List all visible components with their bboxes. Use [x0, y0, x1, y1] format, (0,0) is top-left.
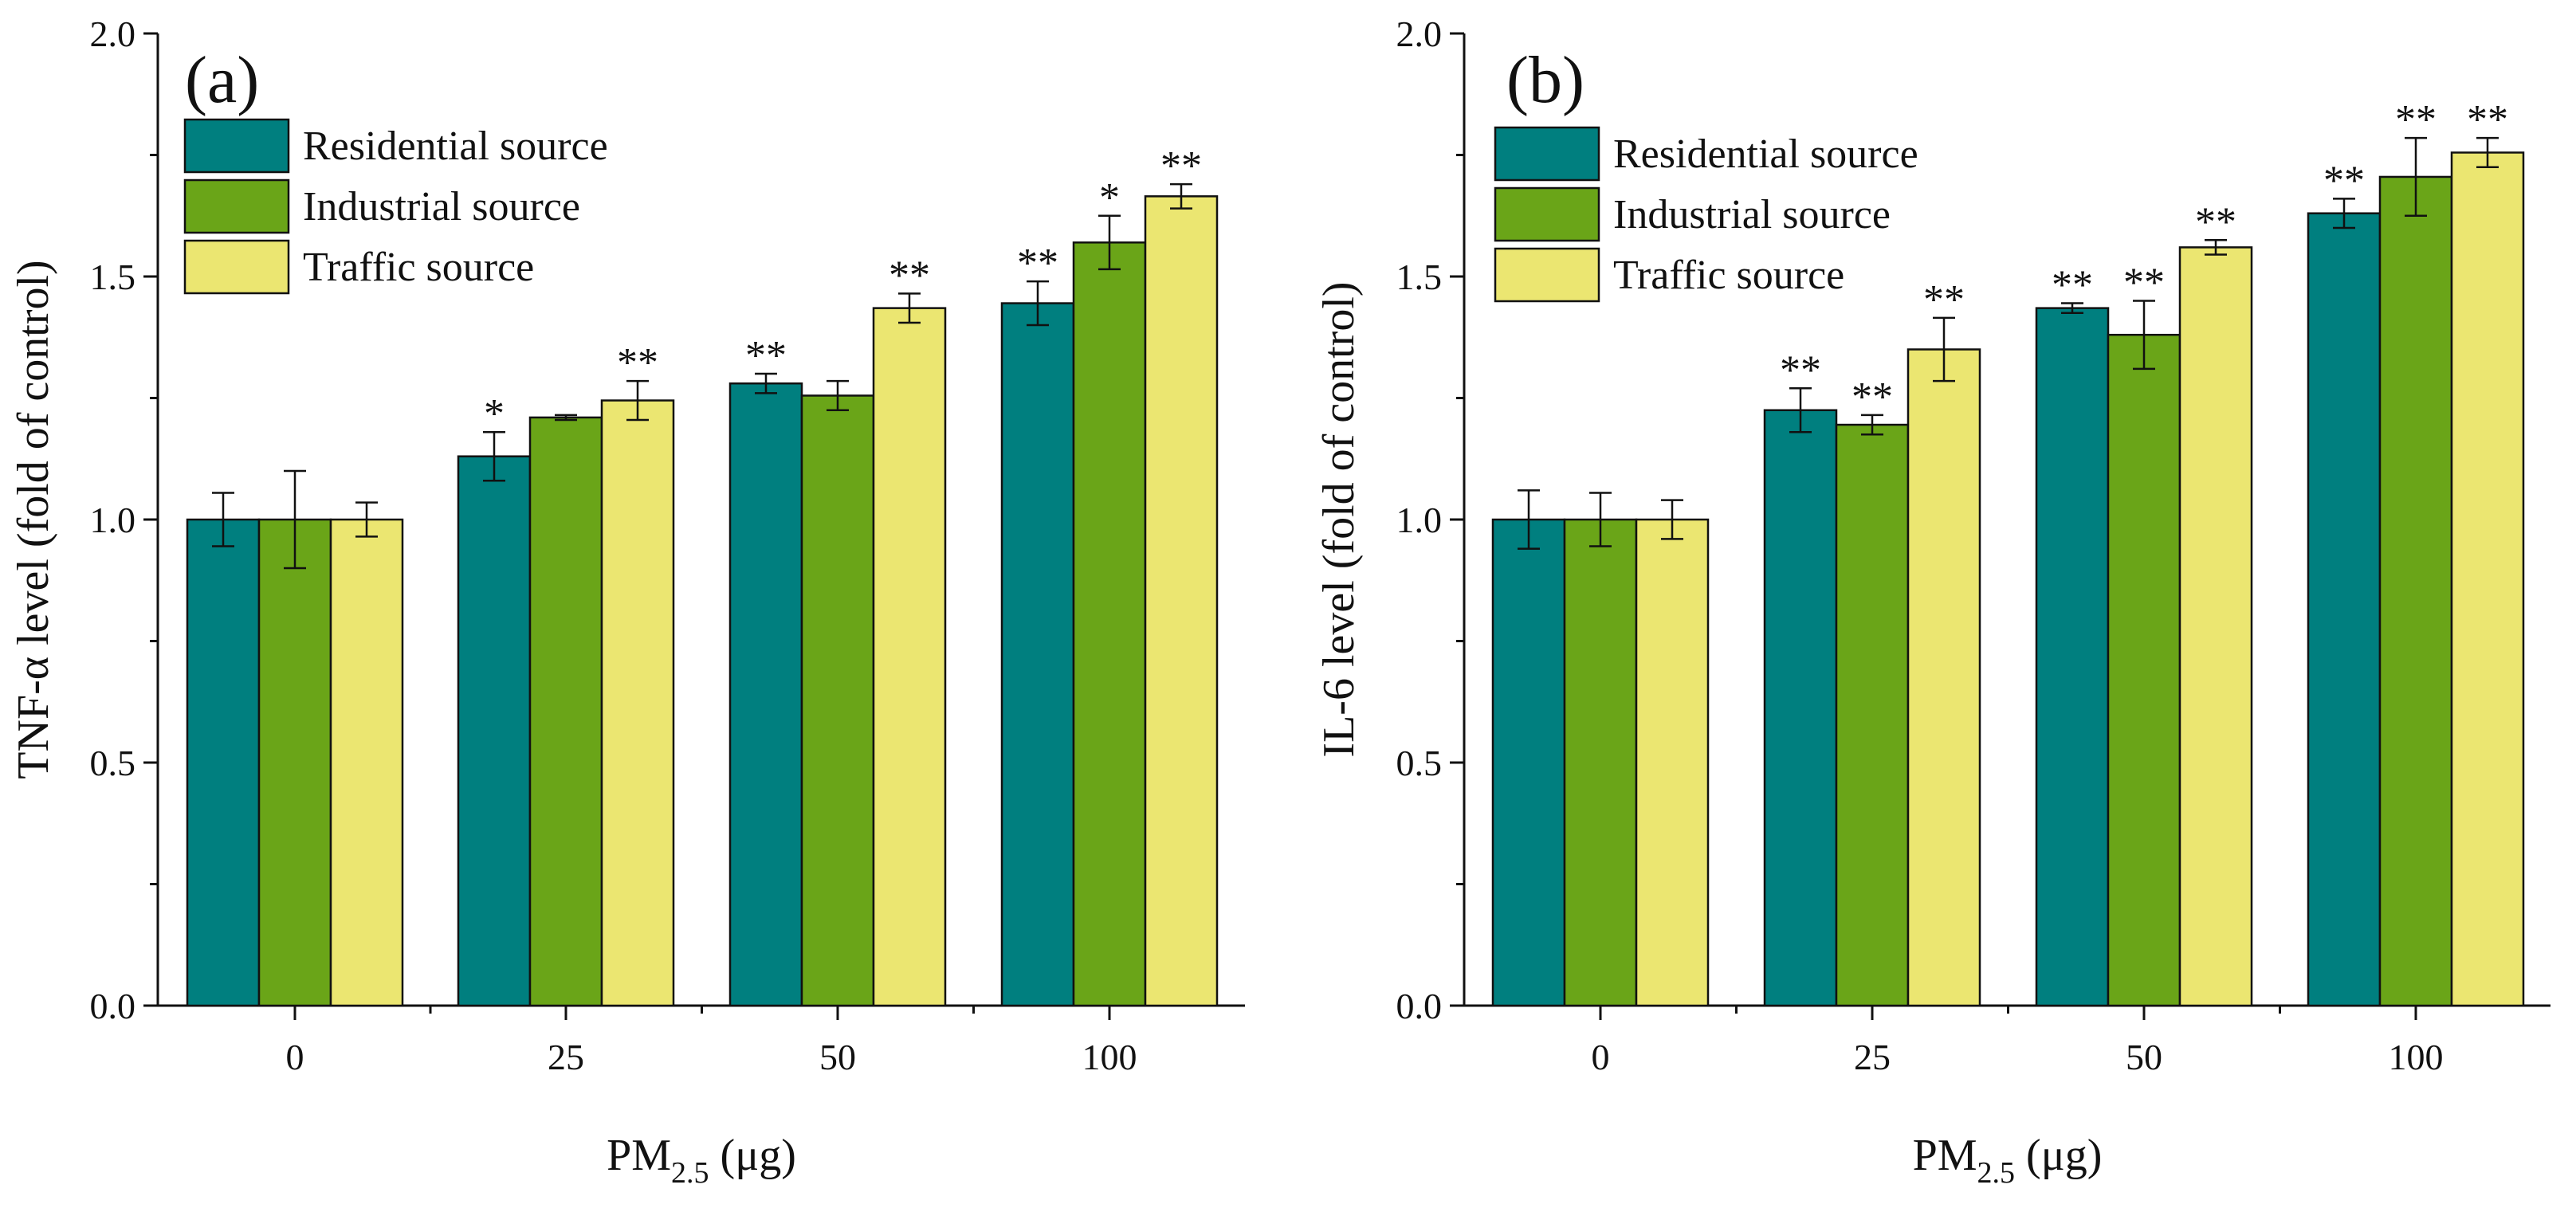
legend-swatch — [1494, 186, 1600, 242]
bar — [257, 518, 332, 1007]
significance-label: ** — [2195, 199, 2236, 245]
bar — [1491, 518, 1566, 1007]
significance-label: ** — [889, 253, 930, 298]
panel-a: 0.00.51.01.52.00 25 50 100************Resid… — [9, 14, 1245, 1190]
legend-swatch — [1494, 247, 1600, 303]
y-tick-label: 0.0 — [1396, 986, 1443, 1026]
y-tick-label: 2.0 — [90, 14, 136, 54]
x-tick-label: 50 — [2126, 1037, 2162, 1077]
bar — [329, 518, 404, 1007]
legend-swatch — [183, 118, 290, 174]
x-tick-label: 100 — [1082, 1037, 1137, 1077]
y-tick-label: 0.5 — [90, 743, 136, 783]
bar — [2450, 151, 2525, 1007]
significance-label: ** — [745, 333, 787, 379]
y-tick-label: 0.5 — [1396, 743, 1443, 783]
bar — [872, 307, 947, 1007]
significance-label: ** — [2052, 263, 2093, 308]
significance-label: * — [484, 391, 505, 437]
x-axis-title-suffix: (μg) — [709, 1131, 796, 1180]
x-tick-label: 0 — [1592, 1037, 1610, 1077]
bar — [528, 416, 603, 1007]
bar — [2035, 307, 2110, 1007]
bar — [1072, 241, 1147, 1007]
x-axis-title: PM2.5 (μg) — [607, 1131, 796, 1190]
bar — [186, 518, 261, 1007]
x-axis-title-prefix: PM — [1913, 1131, 1977, 1180]
bar — [1906, 348, 1981, 1007]
legend-label: Industrial source — [1613, 192, 1891, 237]
x-tick-label: 0 — [286, 1037, 304, 1077]
y-tick-label: 2.0 — [1396, 14, 1443, 54]
bar — [1000, 302, 1075, 1007]
bar — [1144, 195, 1219, 1007]
significance-label: ** — [2323, 158, 2365, 203]
bar — [2307, 212, 2382, 1007]
x-axis-title: PM2.5 (μg) — [1913, 1131, 2103, 1190]
x-axis-title-subscript: 2.5 — [1977, 1156, 2016, 1190]
y-tick-label: 1.5 — [1396, 257, 1443, 297]
bar — [1635, 518, 1710, 1007]
significance-label: ** — [1852, 375, 1893, 420]
significance-label: ** — [617, 340, 658, 386]
panel-label: (a) — [185, 43, 259, 117]
legend-label: Traffic source — [1613, 253, 1844, 298]
legend-label: Residential source — [1613, 131, 1918, 177]
legend-swatch — [1494, 126, 1600, 182]
legend-label: Traffic source — [303, 245, 534, 290]
bar — [800, 394, 875, 1007]
x-axis-title-suffix: (μg) — [2015, 1131, 2102, 1180]
x-tick-label: 50 — [819, 1037, 856, 1077]
significance-label: ** — [1017, 241, 1058, 286]
significance-label: ** — [1780, 347, 1821, 393]
x-tick-label: 100 — [2389, 1037, 2444, 1077]
significance-label: ** — [2123, 261, 2165, 306]
significance-label: ** — [2467, 97, 2508, 143]
y-tick-label: 1.5 — [90, 257, 136, 297]
x-axis-title-prefix: PM — [607, 1131, 671, 1180]
bar — [1563, 518, 1638, 1007]
legend-label: Industrial source — [303, 184, 580, 229]
x-tick-label: 25 — [1854, 1037, 1891, 1077]
y-axis-title: TNF-α level (fold of control) — [9, 260, 58, 779]
legend-label: Residential source — [303, 124, 608, 169]
bar — [2107, 333, 2181, 1007]
significance-label: ** — [1923, 277, 1965, 323]
bar — [1763, 409, 1838, 1007]
bar — [2378, 175, 2453, 1007]
y-tick-label: 1.0 — [90, 500, 136, 540]
bar — [457, 455, 532, 1007]
bar — [1835, 423, 1910, 1007]
x-axis-title-subscript: 2.5 — [671, 1156, 709, 1190]
bar — [2178, 246, 2253, 1007]
legend-swatch — [183, 239, 290, 295]
y-tick-label: 1.0 — [1396, 500, 1443, 540]
bar — [600, 399, 675, 1007]
significance-label: ** — [1160, 143, 1202, 189]
legend-swatch — [183, 178, 290, 234]
panel-label: (b) — [1506, 43, 1584, 117]
bar — [728, 382, 803, 1007]
panel-b: 0.0 0.5 1.0 1.5 2.0 0 25 50 100 ** ** ** ** ** ** ** ** *… — [1314, 14, 2550, 1190]
significance-label: * — [1099, 175, 1120, 221]
y-axis-title: IL-6 level (fold of control) — [1314, 281, 1364, 757]
significance-label: ** — [2395, 97, 2437, 143]
x-tick-label: 25 — [548, 1037, 584, 1077]
y-tick-label: 0.0 — [90, 986, 136, 1026]
